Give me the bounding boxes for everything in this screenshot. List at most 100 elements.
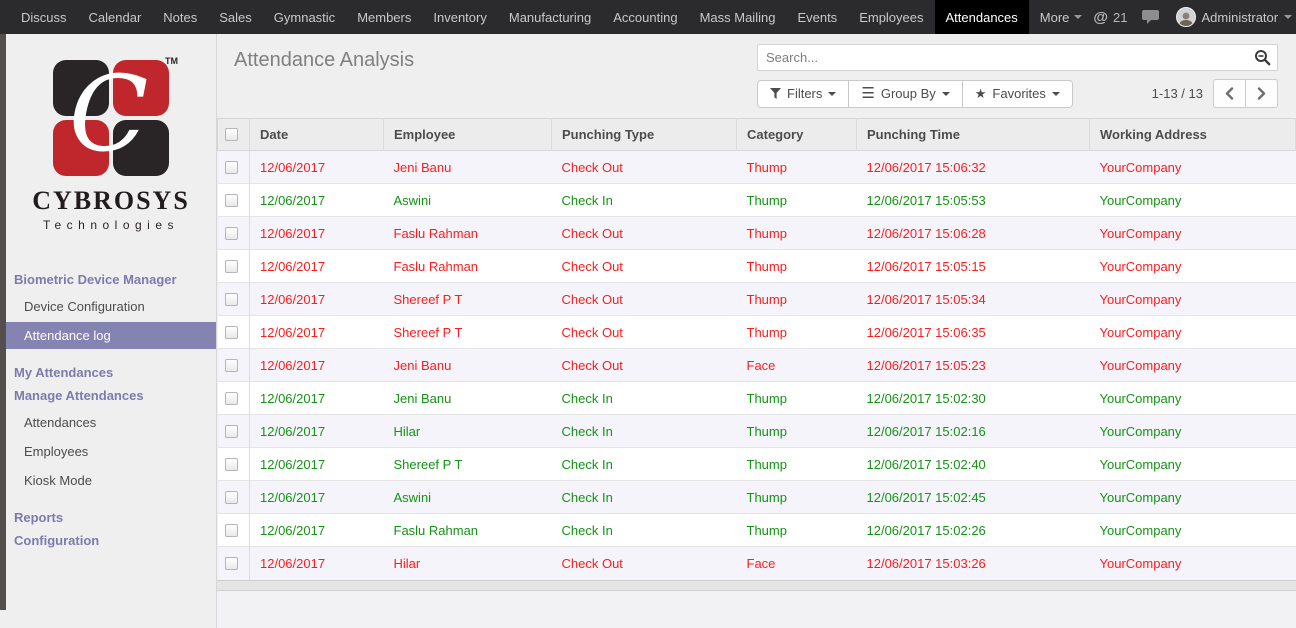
nav-item-gymnastic[interactable]: Gymnastic: [263, 0, 346, 34]
cell-date: 12/06/2017: [249, 447, 384, 481]
nav-item-label: Attendances: [945, 9, 1018, 25]
row-checkbox-cell: [217, 513, 250, 547]
table-row[interactable]: 12/06/2017 Jeni Banu Check Out Thump 12/06/2…: [217, 150, 1296, 184]
user-menu[interactable]: Administrator: [1175, 7, 1293, 27]
row-checkbox[interactable]: [224, 292, 238, 306]
brand-name: CYBROSYS: [32, 186, 190, 215]
nav-item-sales[interactable]: Sales: [208, 0, 263, 34]
cell-punching-type: Check In: [551, 447, 737, 481]
cell-punching-time: 12/06/2017 15:02:40: [856, 447, 1090, 481]
row-checkbox-cell: [217, 480, 250, 514]
table-row[interactable]: 12/06/2017 Aswini Check In Thump 12/06/2017 …: [217, 480, 1296, 514]
attendance-table: Date Employee Punching Type Category Punchin…: [217, 118, 1296, 580]
column-header-employee[interactable]: Employee: [383, 118, 552, 151]
table-row[interactable]: 12/06/2017 Faslu Rahman Check Out Thump 12/0…: [217, 216, 1296, 250]
nav-item-events[interactable]: Events: [786, 0, 848, 34]
nav-item-label: Discuss: [21, 9, 67, 25]
table-row[interactable]: 12/06/2017 Hilar Check Out Face 12/06/2017 1…: [217, 546, 1296, 580]
table-row[interactable]: 12/06/2017 Hilar Check In Thump 12/06/2017 1…: [217, 414, 1296, 448]
row-checkbox[interactable]: [224, 226, 238, 240]
column-header-punching-type[interactable]: Punching Type: [551, 118, 737, 151]
mentions-counter[interactable]: @ 21: [1093, 9, 1127, 26]
cell-category: Thump: [736, 414, 857, 448]
sidebar-heading-reports[interactable]: Reports: [14, 510, 64, 525]
column-header-punching-time[interactable]: Punching Time: [856, 118, 1090, 151]
cell-employee: Faslu Rahman: [383, 513, 552, 547]
chat-icon[interactable]: [1141, 9, 1162, 25]
column-header-category[interactable]: Category: [736, 118, 857, 151]
chevron-down-icon: [1074, 15, 1083, 19]
cell-date: 12/06/2017: [249, 183, 384, 217]
table-row[interactable]: 12/06/2017 Shereef P T Check Out Thump 12/06…: [217, 282, 1296, 316]
nav-item-notes[interactable]: Notes: [152, 0, 208, 34]
sidebar-item-kiosk-mode[interactable]: Kiosk Mode: [24, 473, 92, 488]
logo-monogram: C: [68, 52, 149, 175]
nav-item-manufacturing[interactable]: Manufacturing: [498, 0, 602, 34]
chevron-down-icon: [1051, 91, 1060, 96]
sidebar-item-employees[interactable]: Employees: [24, 444, 89, 459]
row-checkbox-cell: [217, 249, 250, 283]
sidebar-item-device-configuration[interactable]: Device Configuration: [24, 299, 145, 314]
table-row[interactable]: 12/06/2017 Jeni Banu Check In Thump 12/06/20…: [217, 381, 1296, 415]
row-checkbox[interactable]: [224, 358, 238, 372]
table-row[interactable]: 12/06/2017 Aswini Check In Thump 12/06/2017 …: [217, 183, 1296, 217]
row-checkbox[interactable]: [224, 160, 238, 174]
row-checkbox[interactable]: [224, 490, 238, 504]
avatar: [1175, 7, 1196, 27]
column-header-date[interactable]: Date: [249, 118, 384, 151]
row-checkbox-cell: [217, 282, 250, 316]
row-checkbox[interactable]: [224, 193, 238, 207]
sidebar-heading-configuration[interactable]: Configuration: [14, 533, 100, 548]
filters-button[interactable]: Filters: [757, 79, 850, 108]
select-all-checkbox[interactable]: [225, 128, 238, 141]
nav-item-more[interactable]: More: [1029, 0, 1094, 34]
nav-item-label: Mass Mailing: [699, 9, 776, 25]
pager-range: 1-13 / 13: [1151, 86, 1203, 101]
cell-category: Thump: [736, 150, 857, 184]
table-row[interactable]: 12/06/2017 Faslu Rahman Check In Thump 12/06…: [217, 513, 1296, 547]
row-checkbox[interactable]: [224, 325, 238, 339]
table-row[interactable]: 12/06/2017 Faslu Rahman Check Out Thump 12/0…: [217, 249, 1296, 283]
table-body: 12/06/2017 Jeni Banu Check Out Thump 12/06/2…: [217, 150, 1296, 580]
trademark-symbol: TM: [165, 56, 178, 66]
row-checkbox[interactable]: [224, 259, 238, 273]
pager-previous-button[interactable]: [1213, 79, 1246, 108]
nav-item-discuss[interactable]: Discuss: [10, 0, 78, 34]
column-header-working-address[interactable]: Working Address: [1089, 118, 1296, 151]
cell-punching-type: Check Out: [551, 150, 737, 184]
table-row[interactable]: 12/06/2017 Shereef P T Check Out Thump 12/06…: [217, 315, 1296, 349]
cell-working-address: YourCompany: [1089, 150, 1296, 184]
row-checkbox[interactable]: [224, 424, 238, 438]
nav-item-mass-mailing[interactable]: Mass Mailing: [689, 0, 787, 34]
sidebar-heading-biometric-device-manager[interactable]: Biometric Device Manager: [14, 272, 177, 287]
favorites-button[interactable]: ★ Favorites: [961, 79, 1073, 108]
row-checkbox[interactable]: [224, 391, 238, 405]
search-icon[interactable]: [1254, 49, 1271, 71]
group-by-button[interactable]: ☰ Group By: [848, 79, 963, 108]
nav-item-attendances[interactable]: Attendances: [934, 0, 1029, 34]
nav-item-inventory[interactable]: Inventory: [422, 0, 497, 34]
nav-item-employees[interactable]: Employees: [848, 0, 934, 34]
cell-category: Face: [736, 546, 857, 580]
cell-punching-time: 12/06/2017 15:02:30: [856, 381, 1090, 415]
nav-item-calendar[interactable]: Calendar: [78, 0, 153, 34]
table-row[interactable]: 12/06/2017 Shereef P T Check In Thump 12/06/…: [217, 447, 1296, 481]
cell-employee: Aswini: [383, 480, 552, 514]
row-checkbox[interactable]: [224, 556, 238, 570]
cell-working-address: YourCompany: [1089, 282, 1296, 316]
sidebar-heading-manage-attendances[interactable]: Manage Attendances: [14, 388, 144, 403]
sidebar-heading-my-attendances[interactable]: My Attendances: [14, 365, 114, 380]
at-mentions-icon: @: [1093, 8, 1109, 26]
sidebar-item-attendance-log[interactable]: Attendance log: [6, 322, 216, 349]
cell-punching-time: 12/06/2017 15:02:45: [856, 480, 1090, 514]
nav-item-accounting[interactable]: Accounting: [602, 0, 688, 34]
row-checkbox[interactable]: [224, 523, 238, 537]
table-row[interactable]: 12/06/2017 Jeni Banu Check Out Face 12/06/20…: [217, 348, 1296, 382]
row-checkbox[interactable]: [224, 457, 238, 471]
search-input[interactable]: [757, 44, 1278, 71]
cell-working-address: YourCompany: [1089, 546, 1296, 580]
nav-item-members[interactable]: Members: [346, 0, 422, 34]
cell-punching-type: Check Out: [551, 216, 737, 250]
sidebar-item-attendances[interactable]: Attendances: [24, 415, 97, 430]
pager-next-button[interactable]: [1245, 79, 1278, 108]
